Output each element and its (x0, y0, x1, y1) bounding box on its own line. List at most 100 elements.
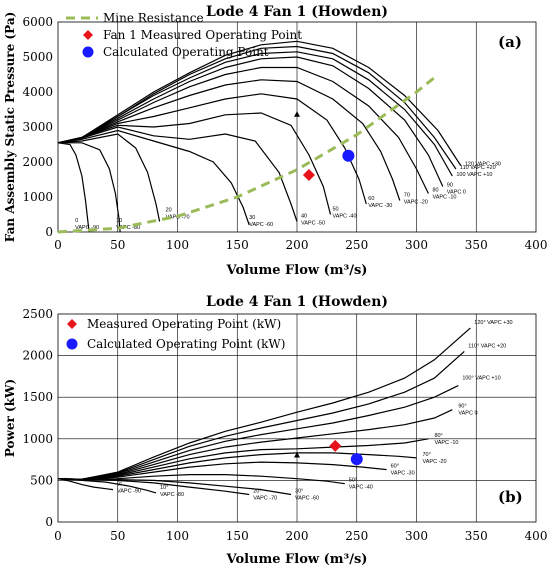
panel-a-curve-label: 60 VAPC -30 (368, 196, 392, 209)
panel-a-curve-label-line: VAPC -20 (404, 200, 428, 206)
panel-a-curve-label-line: 20 (166, 208, 172, 214)
panel-a-curve-label: 80 VAPC -10 (432, 188, 456, 201)
panel-b-curve-label-line: 50° (349, 478, 357, 484)
panel-a-calculated-operating-point (342, 149, 355, 162)
panel-a-y-axis-label: Fan Assembly Static Pressure (Pa) (3, 12, 17, 243)
panel-a-curve-line (57, 133, 161, 222)
panel-a-curve-label-line: VAPC -40 (332, 214, 356, 220)
panel-b-y-tick-label: 2000 (22, 349, 53, 363)
panel-b-curve-label-line: VAPC -70 (253, 496, 277, 502)
panel-b-curve-label-line: VAPC -60 (295, 496, 319, 502)
panel-a-legend-diamond-marker (83, 30, 93, 40)
panel-b-curve-label: 70° VAPC -20 (423, 452, 447, 465)
panel-a-x-tick-label: 100 (166, 238, 189, 252)
panel-a-curve-label-line: 50 (332, 207, 338, 213)
panel-a-curve-line (57, 40, 462, 166)
panel-b-x-tick-label: 250 (345, 529, 368, 543)
panel-a-y-tick-label: 6000 (22, 15, 53, 29)
panel-b-legend-diamond-marker (67, 319, 77, 329)
panel-a-curve-label: 100 VAPC +10 (456, 172, 492, 178)
panel-b-curve-label-line: 20° (253, 489, 261, 495)
panel-b-curve-label-line: 10° (160, 485, 168, 491)
panel-b-x-tick-label: 0 (54, 529, 62, 543)
panel-b-curve-label-line: VAPC -40 (349, 485, 373, 491)
panel-a-chart-title: Lode 4 Fan 1 (Howden) (206, 4, 388, 20)
panel-a-mine-resistance-line (57, 74, 438, 234)
panel-b-curve-label-line: VAPC -20 (423, 459, 447, 465)
panel-b-curve-label-line: VAPC -80 (160, 492, 184, 498)
panel-b-curve-label-line: 30° (295, 489, 303, 495)
panel-a-curve-label: 110 VAPC +20 (460, 165, 496, 171)
panel-a-curve-label-line: VAPC -90 (75, 225, 99, 231)
panel-b-x-tick-label: 350 (465, 529, 488, 543)
panel-b-curve-line (57, 350, 465, 480)
panel-a-curve-label-line: VAPC -60 (249, 222, 273, 228)
panel-a-curve-line (57, 56, 444, 187)
panel-b-measured-operating-point (329, 439, 342, 452)
panel-a-curve-line (57, 66, 429, 194)
panel-a-curve-label: 0 VAPC -90 (75, 218, 99, 231)
panel-b-curve-label: 50° VAPC -40 (349, 478, 373, 491)
panel-a-curve-label-line: 90 (447, 183, 453, 189)
panel-a-reference-triangle-marker (294, 111, 300, 117)
panel-a-measured-operating-point (302, 168, 315, 181)
panel-b-x-axis-label: Volume Flow (m³/s) (226, 552, 368, 567)
panel-b-legend-label: Measured Operating Point (kW) (87, 317, 281, 331)
panel-b-curve-label: 100° VAPC +10 (462, 376, 500, 382)
panel-a-curve-label: 70 VAPC -20 (404, 193, 428, 206)
panel-a-legend-label: Calculated Operating Point (103, 45, 269, 59)
panel-b-curve-label: 20° VAPC -70 (253, 489, 277, 502)
panel-a-y-tick-label: 5000 (22, 50, 53, 64)
panel-a-curve-line (58, 142, 121, 233)
panel-b-curve-label: 110° VAPC +20 (468, 343, 506, 349)
panel-b-y-tick-label: 500 (30, 473, 53, 487)
panel-a-curve-label: 120 VAPC +30 (465, 162, 501, 168)
panel-b-curve-label-line: VAPC 0 (458, 411, 477, 417)
panel-a-x-tick-label: 200 (286, 238, 309, 252)
panel-a-panel-label: (a) (498, 33, 522, 51)
panel-a-curve-line (57, 45, 457, 170)
panel-a-curve-line (57, 126, 298, 222)
panel-b-y-tick-label: 1500 (22, 390, 53, 404)
panel-b-curve-line (57, 478, 114, 491)
panel-b-curve-label: 30° VAPC -60 (295, 489, 319, 502)
panel-b-y-tick-label: 2500 (22, 307, 53, 321)
panel-b-curve-label-line: 70° (423, 452, 431, 458)
panel-a-curve-label-line: VAPC -30 (368, 203, 392, 209)
panel-b-curve-label-line: VAPC -90 (117, 489, 141, 495)
panel-b-curve-label: 10° VAPC -80 (160, 485, 184, 498)
panel-a-curve-label: 90 VAPC 0 (447, 183, 466, 196)
panel-a-curve-label-line: 30 (249, 215, 255, 221)
panel-b-curve-label-line: VAPC -10 (434, 440, 458, 446)
panel-a-curve-line (57, 79, 401, 201)
panel-b-legend-label: Calculated Operating Point (kW) (87, 337, 285, 351)
panel-a-x-tick-label: 300 (405, 238, 428, 252)
panel-b-curve-line (57, 452, 417, 481)
panel-a-curve-label-line: 60 (368, 196, 374, 202)
panel-a-legend-circle-marker (82, 46, 94, 58)
panel-b-x-tick-label: 50 (110, 529, 125, 543)
panel-a-x-tick-label: 400 (525, 238, 548, 252)
panel-b-curve-line (57, 409, 453, 480)
panel-a-curve-label-line: 70 (404, 193, 410, 199)
panel-b-curve-label: 80° VAPC -10 (434, 433, 458, 446)
panel-b-x-tick-label: 400 (525, 529, 548, 543)
panel-a-curve-label: 40 VAPC -50 (301, 214, 325, 227)
panel-b-legend-circle-marker (66, 338, 78, 350)
panel-b-reference-triangle-marker (294, 451, 300, 458)
panel-b-curve-label-line: VAPC -30 (391, 471, 415, 477)
panel-a-x-axis-label: Volume Flow (m³/s) (226, 263, 368, 278)
panel-b-y-tick-label: 1000 (22, 432, 53, 446)
panel-b-x-tick-label: 150 (226, 529, 249, 543)
panel-a-curve-label: 50 VAPC -40 (332, 207, 356, 220)
panel-b-chart-title: Lode 4 Fan 1 (Howden) (206, 294, 388, 310)
panel-b-y-axis-label: Power (kW) (3, 379, 17, 457)
panel-a-curve-label-line: VAPC -50 (301, 221, 325, 227)
panel-b-panel-label: (b) (498, 488, 523, 506)
panel-a-y-tick-label: 1000 (22, 190, 53, 204)
panel-b-curve-label: 90° VAPC 0 (458, 404, 477, 417)
panel-b-curve-label: 120° VAPC +30 (474, 320, 512, 326)
panel-a-y-tick-label: 3000 (22, 120, 53, 134)
panel-a-y-tick-label: 2000 (22, 155, 53, 169)
panel-a-curve-line (57, 112, 332, 215)
